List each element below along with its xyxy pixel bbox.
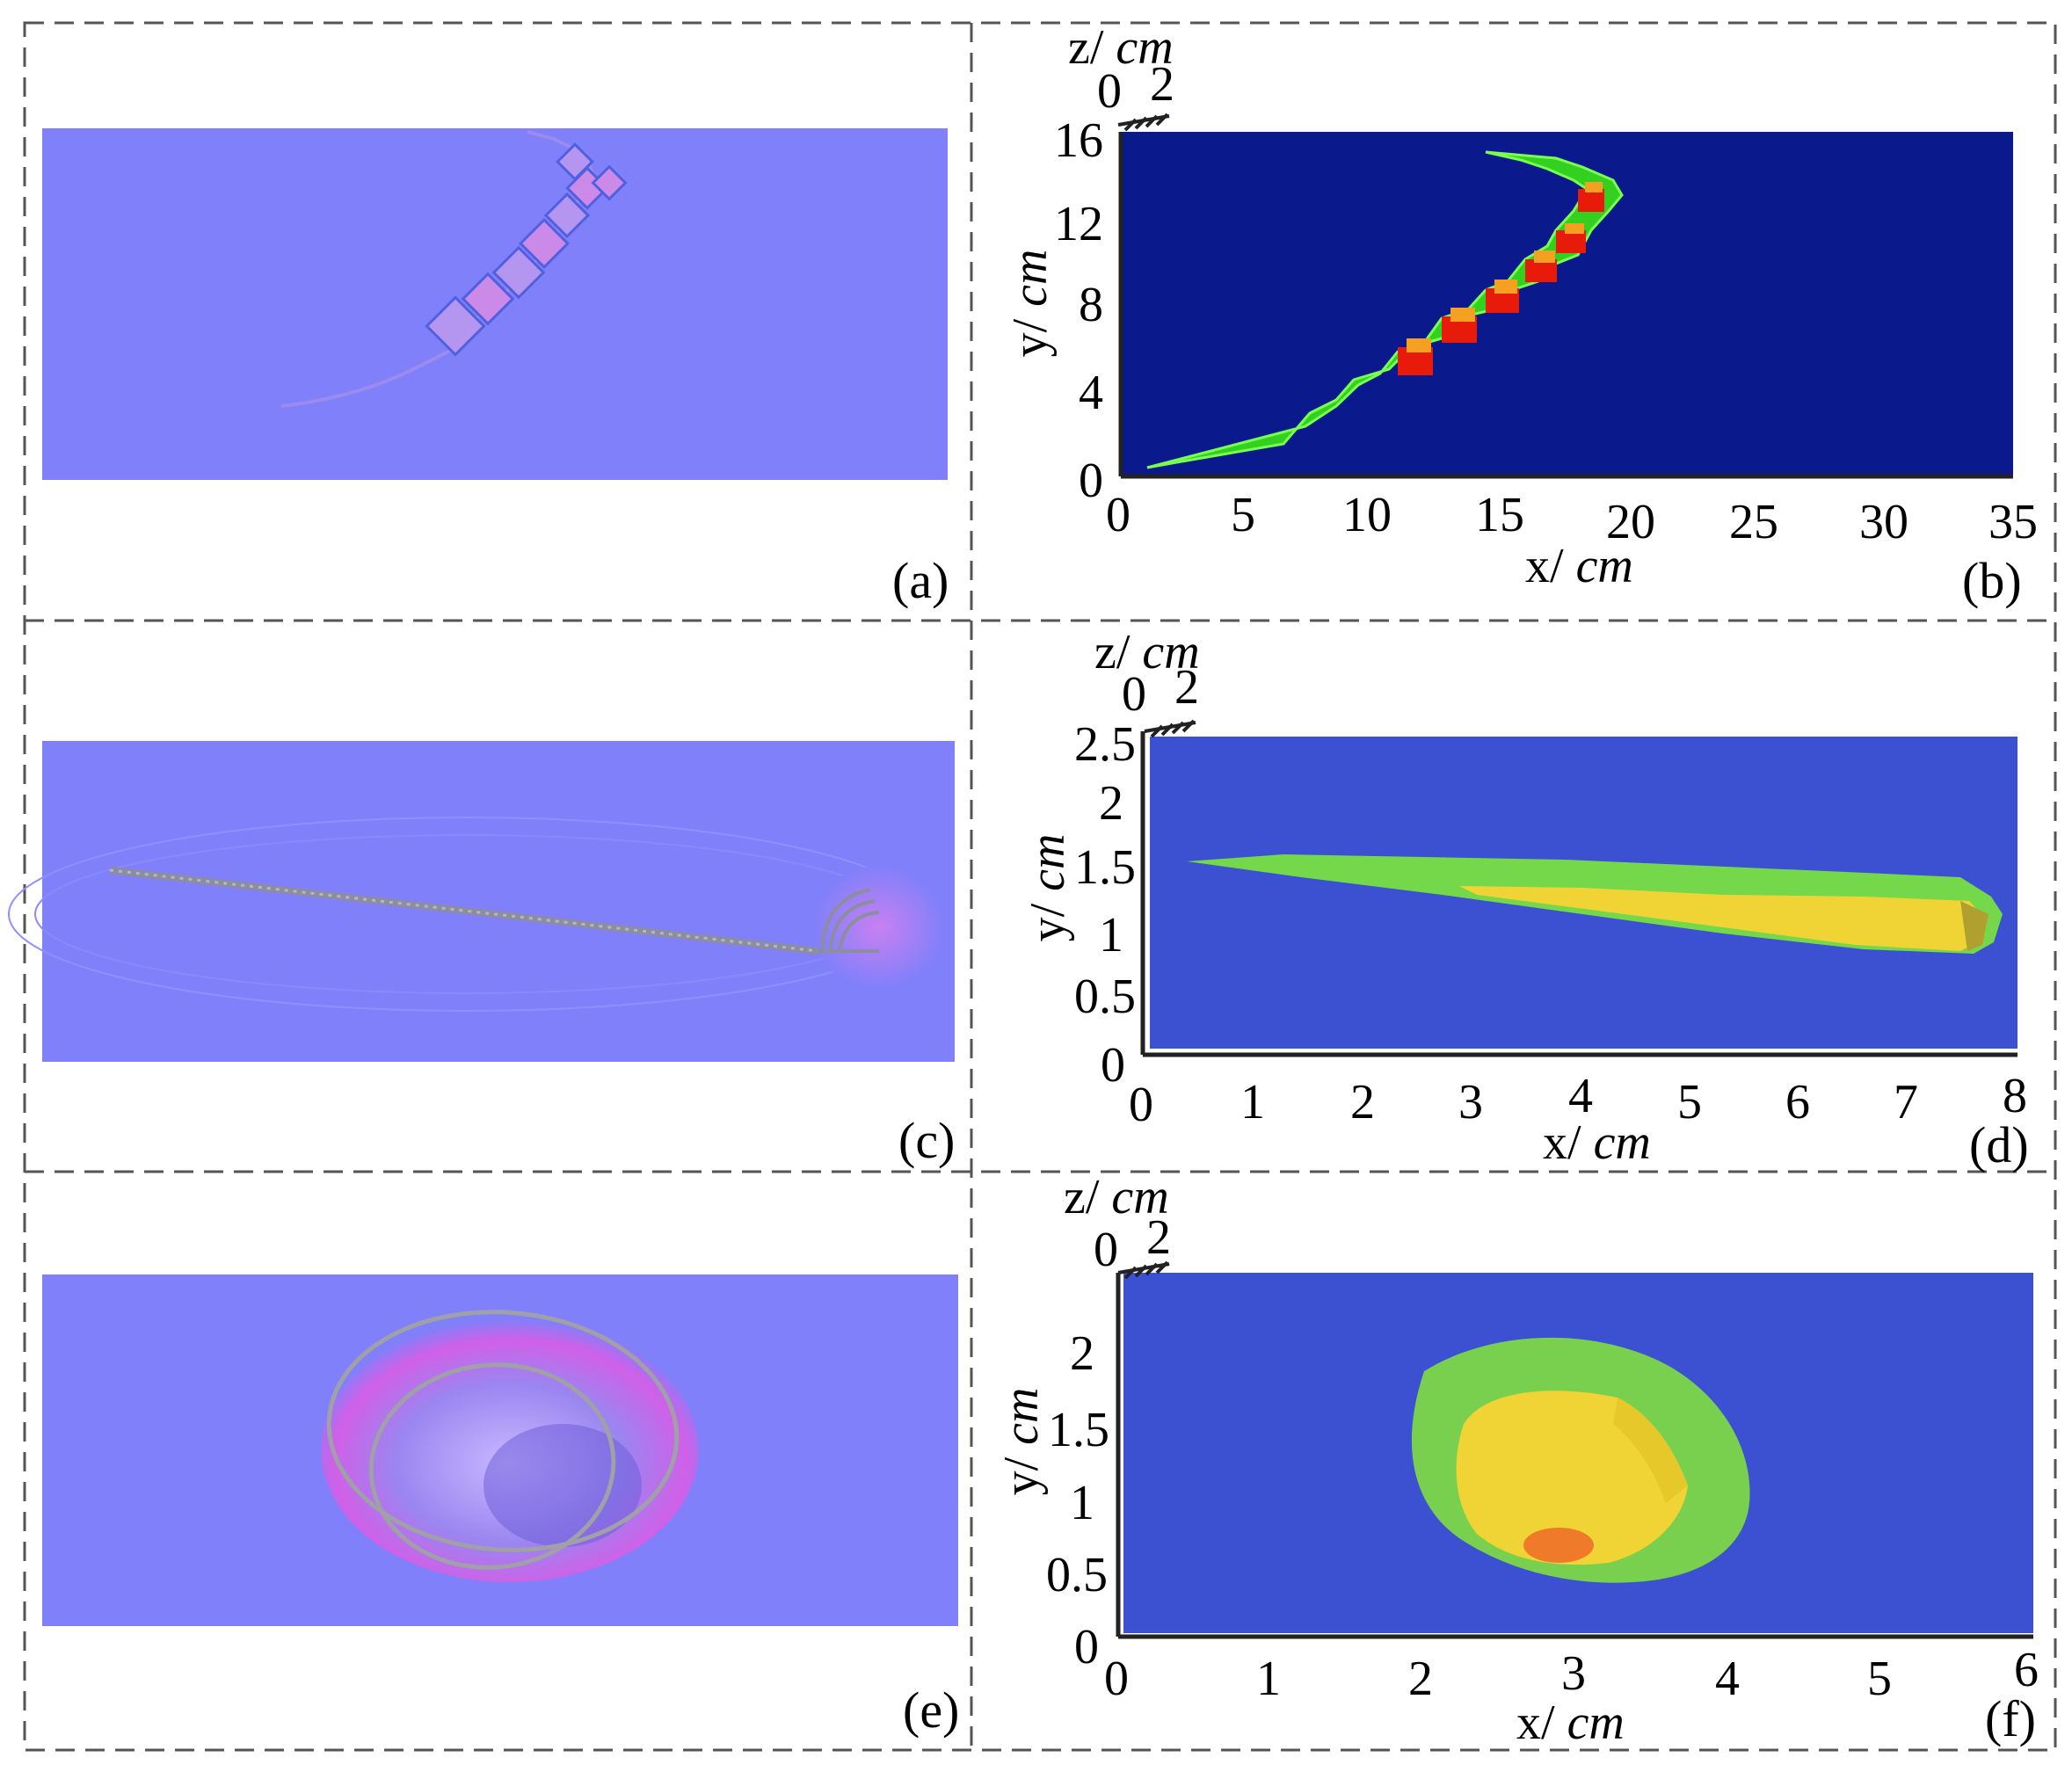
damage-zone-orange-f [1523, 1528, 1594, 1563]
svg-text:4: 4 [1715, 1652, 1740, 1706]
x-ticks-f: 0 1 2 3 4 5 6 [1104, 1643, 2039, 1706]
svg-text:1.5: 1.5 [1048, 1403, 1109, 1457]
panel-label-c: (c) [898, 1112, 955, 1169]
y-axis-label-d: y/ cm [1021, 834, 1075, 942]
z-axis-f: 0 2 z/ cm [1064, 1170, 1171, 1280]
svg-text:3: 3 [1458, 1075, 1483, 1129]
panel-label-b: (b) [1962, 552, 2022, 609]
svg-text:z/ cm: z/ cm [1064, 1170, 1169, 1224]
svg-text:0: 0 [1097, 64, 1122, 119]
crater-inner-ring-e [368, 1362, 616, 1570]
panel-f: 0 1 2 3 4 5 6 0 0.5 1 1.5 2 0 2 z/ cm [994, 1170, 2039, 1750]
svg-text:0.5: 0.5 [1074, 970, 1136, 1024]
panel-d: 0 1 2 3 4 5 6 7 8 0 0.5 1 1.5 2 2.5 0 2 [1021, 625, 2029, 1173]
svg-text:0: 0 [1074, 1620, 1099, 1674]
svg-text:0: 0 [1106, 488, 1131, 542]
crack-zone-yellow-d [1459, 886, 1985, 951]
svg-text:8: 8 [1079, 278, 1103, 332]
panel-grid [23, 21, 2057, 1752]
svg-text:1: 1 [1099, 908, 1123, 962]
svg-text:2.5: 2.5 [1074, 717, 1136, 772]
x-axis-label-b: x/ cm [1525, 539, 1633, 593]
svg-text:2: 2 [1150, 57, 1174, 112]
svg-text:5: 5 [1231, 488, 1255, 542]
crack-front-b [1146, 150, 1624, 469]
svg-text:2: 2 [1099, 776, 1123, 831]
svg-text:z/ cm: z/ cm [1068, 20, 1174, 75]
svg-text:1: 1 [1240, 1075, 1265, 1129]
panel-label-d: (d) [1969, 1116, 2029, 1173]
panel-c: (c) [8, 741, 955, 1169]
panel-label-e: (e) [903, 1681, 959, 1739]
svg-text:1: 1 [1256, 1652, 1281, 1706]
svg-text:10: 10 [1342, 488, 1392, 542]
crack-steps-b [1398, 182, 1604, 375]
y-ticks-f: 0 0.5 1 1.5 2 [1046, 1326, 1109, 1674]
svg-text:0: 0 [1094, 1223, 1118, 1277]
crack-steps-a [425, 142, 628, 357]
axes-d [1140, 731, 2017, 1057]
svg-text:2: 2 [1070, 1326, 1094, 1381]
svg-text:8: 8 [2003, 1069, 2027, 1123]
svg-text:2: 2 [1174, 660, 1199, 715]
panel-label-f: (f) [1985, 1690, 2036, 1747]
svg-text:7: 7 [1894, 1075, 1918, 1129]
svg-text:0: 0 [1079, 454, 1103, 508]
y-ticks-b: 0 4 8 12 16 [1054, 113, 1103, 508]
svg-text:0: 0 [1122, 667, 1146, 722]
svg-text:2: 2 [1350, 1075, 1375, 1129]
svg-text:6: 6 [1785, 1075, 1810, 1129]
svg-text:4: 4 [1079, 366, 1103, 420]
svg-text:25: 25 [1729, 495, 1778, 549]
svg-text:1.5: 1.5 [1074, 840, 1136, 895]
z-axis-b: 0 2 z/ cm [1068, 20, 1174, 132]
svg-text:z/ cm: z/ cm [1094, 625, 1200, 679]
x-ticks-b: 0 5 10 15 20 25 30 35 [1106, 488, 2038, 549]
panel-a: (a) [42, 128, 949, 609]
z-axis-d: 0 2 z/ cm [1094, 625, 1200, 738]
x-axis-label-d: x/ cm [1543, 1115, 1651, 1170]
svg-text:16: 16 [1054, 113, 1103, 168]
svg-text:5: 5 [1867, 1652, 1892, 1706]
panel-e: (e) [42, 1275, 959, 1739]
svg-text:2: 2 [1408, 1652, 1433, 1706]
svg-text:4: 4 [1568, 1069, 1593, 1123]
crater-outer-ring-e [326, 1310, 680, 1552]
y-axis-label-f: y/ cm [994, 1388, 1049, 1496]
svg-text:6: 6 [2014, 1643, 2039, 1697]
svg-text:1: 1 [1070, 1476, 1094, 1530]
x-axis-label-f: x/ cm [1516, 1696, 1625, 1750]
panel-b: 0 5 10 15 20 25 30 35 0 4 8 12 16 0 2 [1003, 20, 2038, 609]
svg-text:3: 3 [1561, 1646, 1586, 1701]
panel-label-a: (a) [892, 552, 949, 609]
svg-text:0: 0 [1129, 1078, 1153, 1132]
svg-text:12: 12 [1054, 197, 1103, 251]
crack-line-c [109, 867, 818, 955]
crater-shadow-e [483, 1424, 642, 1547]
y-axis-label-b: y/ cm [1003, 250, 1058, 358]
svg-text:0: 0 [1101, 1038, 1125, 1093]
svg-text:20: 20 [1606, 495, 1655, 549]
axes-f [1116, 1273, 2033, 1639]
plot-area-b [1121, 132, 2013, 475]
svg-text:5: 5 [1677, 1075, 1702, 1129]
svg-text:30: 30 [1859, 495, 1908, 549]
svg-text:15: 15 [1475, 488, 1524, 542]
y-ticks-d: 0 0.5 1 1.5 2 2.5 [1074, 717, 1136, 1093]
crack-tip-glow-c [813, 866, 945, 989]
svg-text:2: 2 [1146, 1210, 1171, 1265]
svg-text:35: 35 [1988, 495, 2038, 549]
x-ticks-d: 0 1 2 3 4 5 6 7 8 [1129, 1069, 2027, 1132]
svg-text:0.5: 0.5 [1046, 1548, 1108, 1602]
normal-map-c [42, 741, 955, 1062]
axes-b [1118, 132, 2013, 479]
svg-text:0: 0 [1104, 1652, 1129, 1706]
crack-tip-arcs-c [818, 888, 880, 955]
